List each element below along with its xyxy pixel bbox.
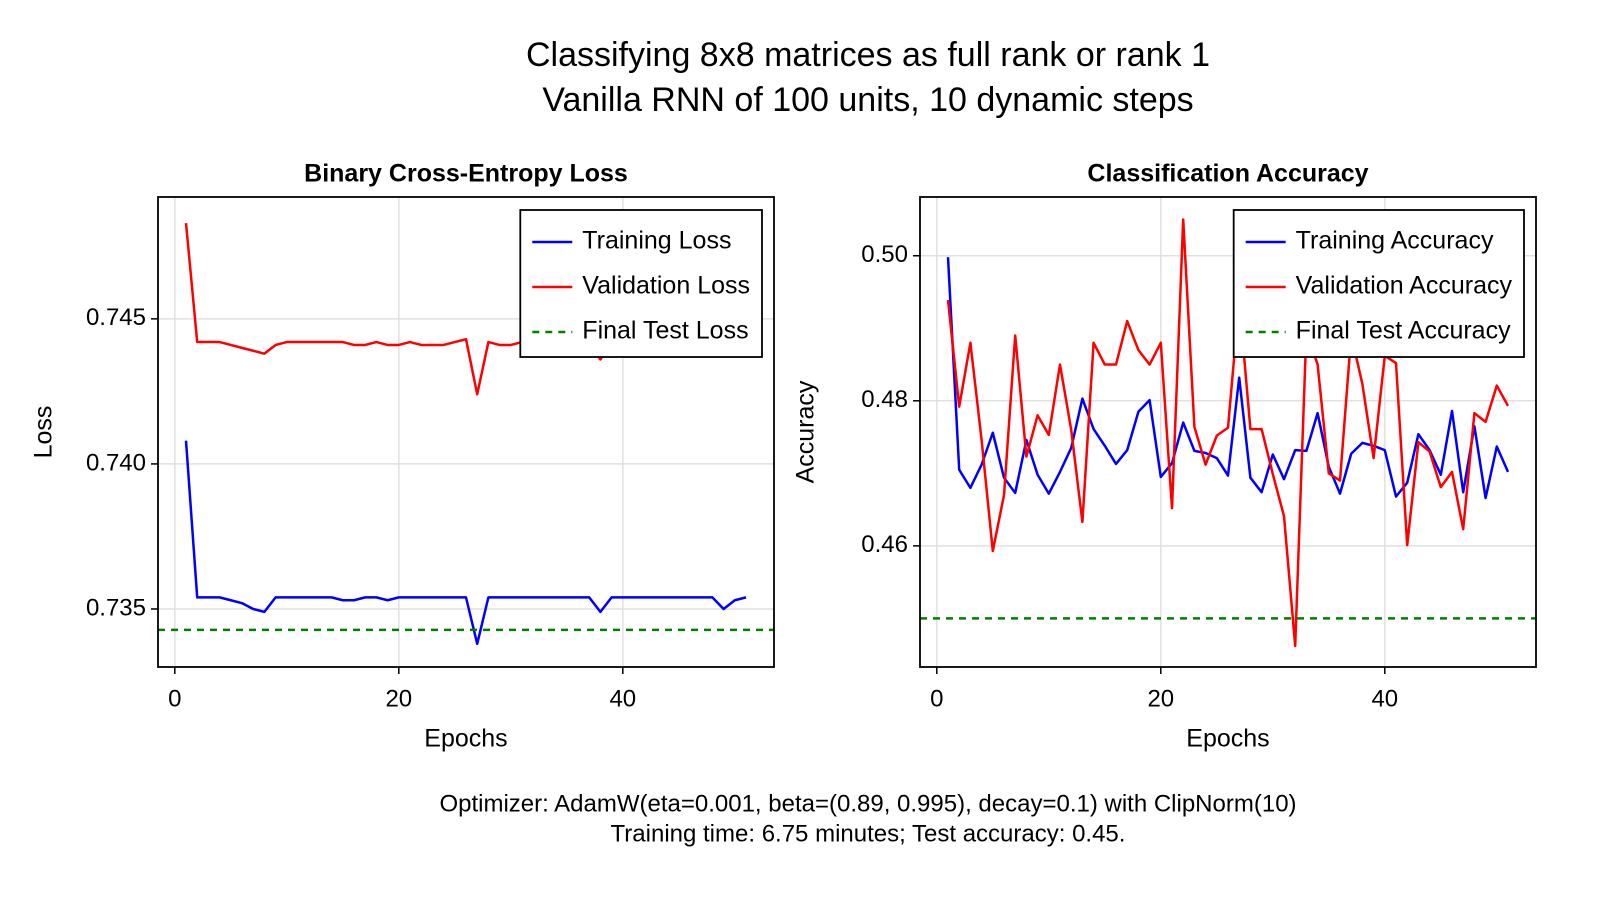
footnote: Optimizer: AdamW(eta=0.001, beta=(0.89, … xyxy=(439,790,1296,817)
y-tick-label: 0.48 xyxy=(861,386,908,413)
data-line xyxy=(184,440,747,646)
y-tick-label: 0.735 xyxy=(86,594,146,621)
x-axis-label: Epochs xyxy=(424,725,507,753)
legend-label: Validation Accuracy xyxy=(1296,272,1513,300)
legend-label: Final Test Accuracy xyxy=(1296,317,1511,345)
y-tick-label: 0.745 xyxy=(86,304,146,331)
y-tick-label: 0.46 xyxy=(861,531,908,558)
y-tick-label: 0.740 xyxy=(86,449,146,476)
figure-subtitle: Vanilla RNN of 100 units, 10 dynamic ste… xyxy=(542,81,1193,119)
plot-frame xyxy=(157,196,775,668)
y-axis-label: Loss xyxy=(30,406,58,459)
figure-title: Classifying 8x8 matrices as full rank or… xyxy=(526,36,1210,74)
legend-label: Training Loss xyxy=(582,227,731,255)
plot-frame xyxy=(919,196,1537,668)
y-tick-label: 0.50 xyxy=(861,241,908,268)
footnote: Training time: 6.75 minutes; Test accura… xyxy=(611,820,1126,847)
x-tick-label: 40 xyxy=(609,685,636,712)
data-line xyxy=(946,257,1510,500)
legend: Training Loss Validation Loss Final Test L… xyxy=(519,209,763,358)
x-axis-label: Epochs xyxy=(1186,725,1269,753)
x-tick-label: 40 xyxy=(1371,685,1398,712)
subplot-title: Binary Cross-Entropy Loss xyxy=(304,160,628,188)
legend-label: Final Test Loss xyxy=(582,317,748,345)
data-line xyxy=(946,218,1510,648)
legend-box xyxy=(1232,209,1525,358)
x-tick-label: 20 xyxy=(385,685,412,712)
x-tick-label: 0 xyxy=(168,685,181,712)
x-tick-label: 20 xyxy=(1147,685,1174,712)
legend-label: Training Accuracy xyxy=(1296,227,1494,255)
subplot-title: Classification Accuracy xyxy=(1087,160,1368,188)
legend-label: Validation Loss xyxy=(582,272,750,300)
y-axis-label: Accuracy xyxy=(792,380,820,483)
x-tick-label: 0 xyxy=(930,685,943,712)
legend: Training Accuracy Validation Accuracy Fina… xyxy=(1232,209,1525,358)
